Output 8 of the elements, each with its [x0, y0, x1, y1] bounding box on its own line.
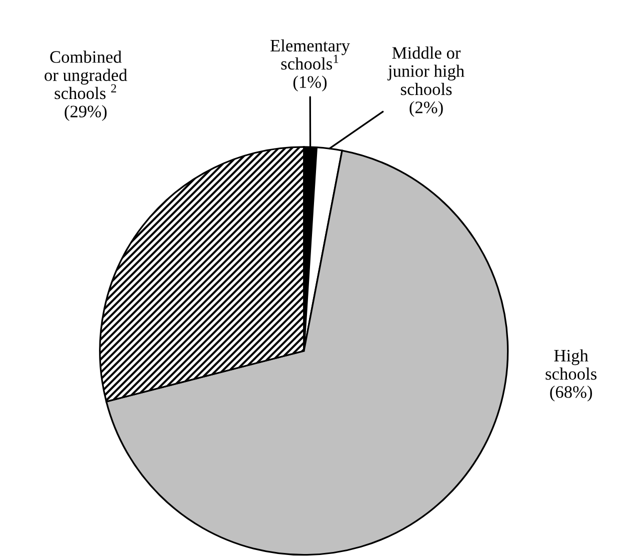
data-label: (2%)	[410, 101, 443, 117]
slice-label: Combined or ungraded schools $^{2}$	[44, 50, 128, 100]
data-label: (29%)	[64, 105, 107, 121]
slice-label: Elementary schools$^{1}$	[270, 39, 350, 70]
data-label: (1%)	[293, 76, 327, 92]
slice-label: High schools	[546, 349, 596, 380]
data-label: (68%)	[550, 386, 592, 402]
slice-label: Middle or junior high schools	[387, 46, 464, 96]
